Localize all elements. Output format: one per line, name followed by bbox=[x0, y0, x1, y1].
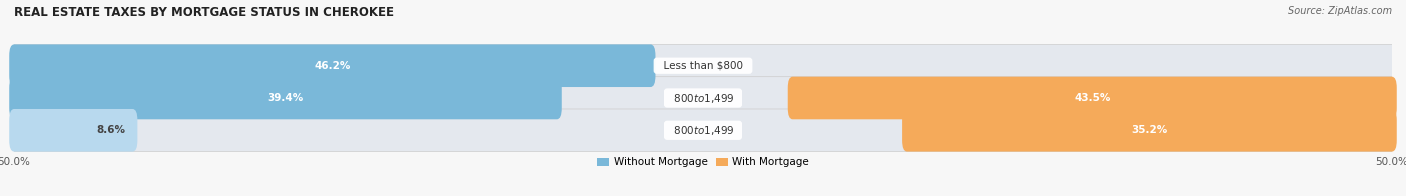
Text: 43.5%: 43.5% bbox=[1074, 93, 1111, 103]
FancyBboxPatch shape bbox=[10, 44, 655, 87]
FancyBboxPatch shape bbox=[10, 109, 138, 152]
Text: 8.6%: 8.6% bbox=[97, 125, 125, 135]
Text: $800 to $1,499: $800 to $1,499 bbox=[666, 92, 740, 104]
FancyBboxPatch shape bbox=[787, 77, 1396, 119]
Text: Less than $800: Less than $800 bbox=[657, 61, 749, 71]
Text: $800 to $1,499: $800 to $1,499 bbox=[666, 124, 740, 137]
FancyBboxPatch shape bbox=[10, 77, 562, 119]
FancyBboxPatch shape bbox=[10, 77, 1396, 119]
Text: Source: ZipAtlas.com: Source: ZipAtlas.com bbox=[1288, 6, 1392, 16]
Text: 39.4%: 39.4% bbox=[267, 93, 304, 103]
Text: 35.2%: 35.2% bbox=[1132, 125, 1167, 135]
FancyBboxPatch shape bbox=[903, 109, 1396, 152]
Legend: Without Mortgage, With Mortgage: Without Mortgage, With Mortgage bbox=[598, 157, 808, 167]
Text: 46.2%: 46.2% bbox=[314, 61, 350, 71]
Text: REAL ESTATE TAXES BY MORTGAGE STATUS IN CHEROKEE: REAL ESTATE TAXES BY MORTGAGE STATUS IN … bbox=[14, 6, 394, 19]
FancyBboxPatch shape bbox=[10, 109, 1396, 152]
FancyBboxPatch shape bbox=[10, 44, 1396, 87]
